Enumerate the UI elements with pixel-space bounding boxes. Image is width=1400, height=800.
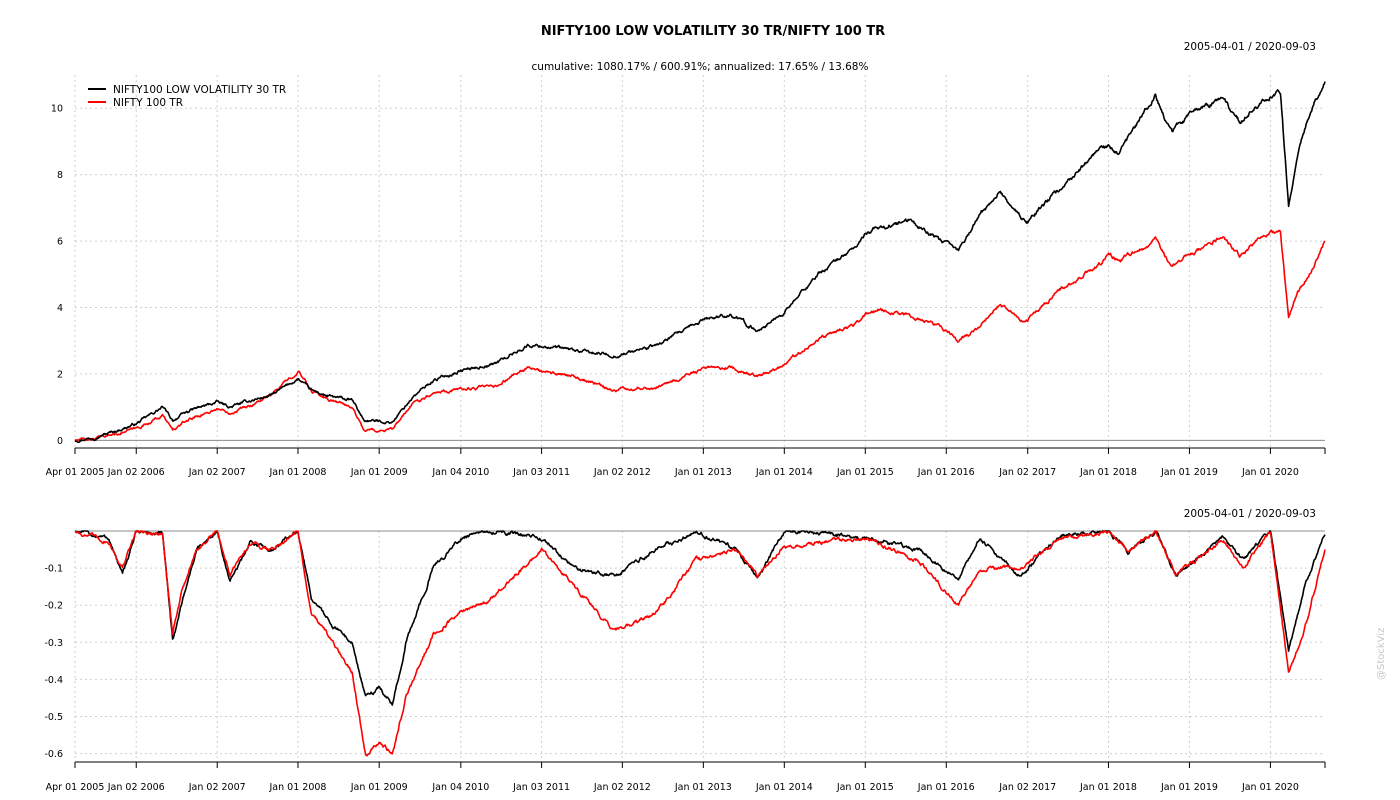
x-tick-label: Jan 01 2014 (755, 467, 813, 478)
x-tick-label: Jan 01 2009 (350, 782, 408, 793)
y-tick-label: -0.6 (44, 749, 63, 760)
x-tick-label: Jan 02 2012 (593, 467, 651, 478)
series-line-lowvol (74, 81, 1326, 444)
y-tick-label: 6 (57, 237, 63, 248)
x-tick-label: Jan 02 2006 (107, 467, 165, 478)
x-tick-label: Jan 01 2016 (917, 782, 975, 793)
x-tick-label: Jan 01 2019 (1160, 782, 1218, 793)
series-line-lowvol (74, 530, 1326, 706)
bottom-date-range: 2005-04-01 / 2020-09-03 (1184, 508, 1316, 520)
x-tick-label: Jan 01 2020 (1241, 467, 1299, 478)
legend-label-lowvol: NIFTY100 LOW VOLATILITY 30 TR (113, 84, 286, 96)
x-tick-label: Jan 02 2007 (188, 782, 246, 793)
y-tick-label: 8 (57, 170, 63, 181)
y-tick-label: -0.4 (44, 675, 63, 686)
x-tick-label: Jan 01 2019 (1160, 467, 1218, 478)
x-tick-label: Jan 01 2016 (917, 467, 975, 478)
x-tick-label: Jan 01 2013 (674, 467, 732, 478)
y-tick-label: -0.5 (44, 712, 63, 723)
top-panel-axes: 0 2 4 6 8 10 Apr 01 2005 Jan 02 2006 Jan 02 2007… (46, 104, 1326, 478)
series-line-nifty100 (74, 530, 1326, 757)
x-tick-label: Apr 01 2005 (46, 782, 105, 793)
x-tick-label: Jan 01 2020 (1241, 782, 1299, 793)
y-tick-label: 4 (57, 303, 63, 314)
x-tick-label: Jan 01 2015 (836, 467, 894, 478)
watermark: @StockViz (1376, 628, 1387, 680)
bottom-panel-grid (74, 531, 1325, 761)
top-panel-series (74, 81, 1326, 444)
y-tick-label: 2 (57, 369, 63, 380)
x-tick-label: Jan 04 2010 (431, 782, 489, 793)
x-tick-label: Jan 04 2010 (431, 467, 489, 478)
bottom-panel-series (74, 530, 1326, 757)
x-tick-label: Jan 01 2018 (1079, 467, 1137, 478)
x-tick-label: Jan 02 2006 (107, 782, 165, 793)
legend-label-nifty100: NIFTY 100 TR (113, 97, 183, 109)
x-tick-label: Jan 01 2008 (269, 782, 327, 793)
y-tick-label: 0 (57, 436, 63, 447)
top-panel-grid (74, 75, 1325, 447)
legend: NIFTY100 LOW VOLATILITY 30 TR NIFTY 100 … (88, 84, 286, 109)
series-line-nifty100 (74, 229, 1326, 442)
x-tick-label: Jan 02 2012 (593, 782, 651, 793)
y-tick-label: 10 (51, 104, 63, 115)
x-tick-label: Jan 01 2014 (755, 782, 813, 793)
x-tick-label: Jan 01 2013 (674, 782, 732, 793)
x-tick-label: Jan 03 2011 (512, 467, 570, 478)
y-tick-label: -0.2 (44, 601, 63, 612)
y-tick-label: -0.3 (44, 638, 63, 649)
x-tick-label: Jan 02 2007 (188, 467, 246, 478)
x-tick-label: Jan 01 2009 (350, 467, 408, 478)
x-tick-label: Jan 03 2011 (512, 782, 570, 793)
x-tick-label: Jan 01 2008 (269, 467, 327, 478)
x-tick-label: Jan 01 2015 (836, 782, 894, 793)
x-tick-label: Jan 02 2017 (998, 467, 1056, 478)
chart-subtitle: cumulative: 1080.17% / 600.91%; annualiz… (532, 61, 869, 73)
x-tick-label: Jan 01 2018 (1079, 782, 1137, 793)
y-tick-label: -0.1 (44, 564, 63, 575)
chart-title: NIFTY100 LOW VOLATILITY 30 TR/NIFTY 100 … (541, 24, 885, 39)
top-date-range: 2005-04-01 / 2020-09-03 (1184, 41, 1316, 53)
x-tick-label: Jan 02 2017 (998, 782, 1056, 793)
x-tick-label: Apr 01 2005 (46, 467, 105, 478)
